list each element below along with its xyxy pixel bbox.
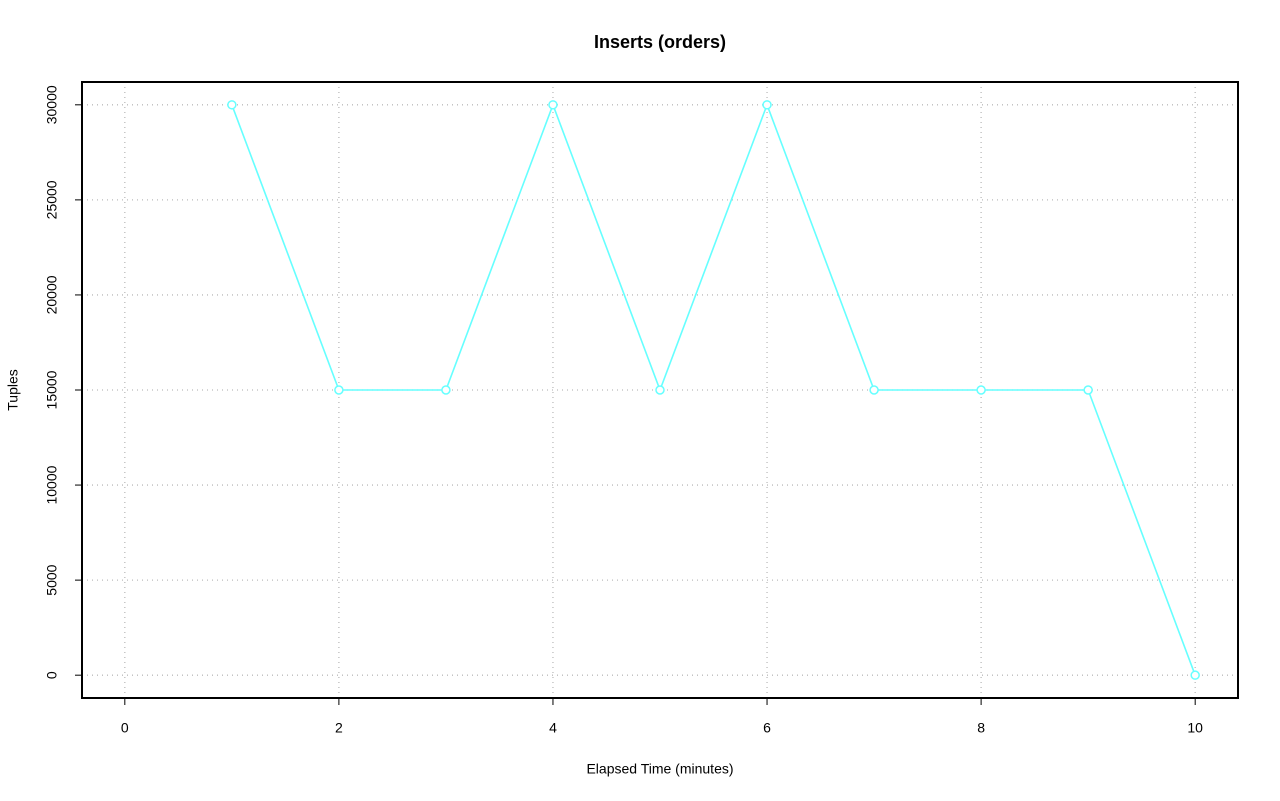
y-tick-label: 15000 [44,370,60,409]
plot-frame [81,81,1239,699]
x-tick-label: 6 [763,720,771,736]
data-point [869,385,879,395]
y-tick-label: 30000 [44,85,60,124]
x-tick-label: 8 [977,720,985,736]
y-tick-label: 20000 [44,275,60,314]
data-point [227,100,237,110]
x-tick-label: 4 [549,720,557,736]
y-tick-label: 5000 [44,564,60,595]
x-tick-label: 10 [1187,720,1203,736]
data-point [1083,385,1093,395]
data-point [548,100,558,110]
data-point [441,385,451,395]
data-point [334,385,344,395]
data-line [231,102,1196,676]
y-tick-label: 10000 [44,465,60,504]
data-point [1190,670,1200,680]
x-axis-label: Elapsed Time (minutes) [586,761,733,777]
chart-title: Inserts (orders) [594,32,726,52]
x-tick-label: 0 [121,720,129,736]
data-point [655,385,665,395]
y-tick-label: 25000 [44,180,60,219]
y-tick-label: 0 [44,671,60,679]
y-axis-label: Tuples [5,369,21,411]
x-tick-label: 2 [335,720,343,736]
data-point [762,100,772,110]
data-point [976,385,986,395]
